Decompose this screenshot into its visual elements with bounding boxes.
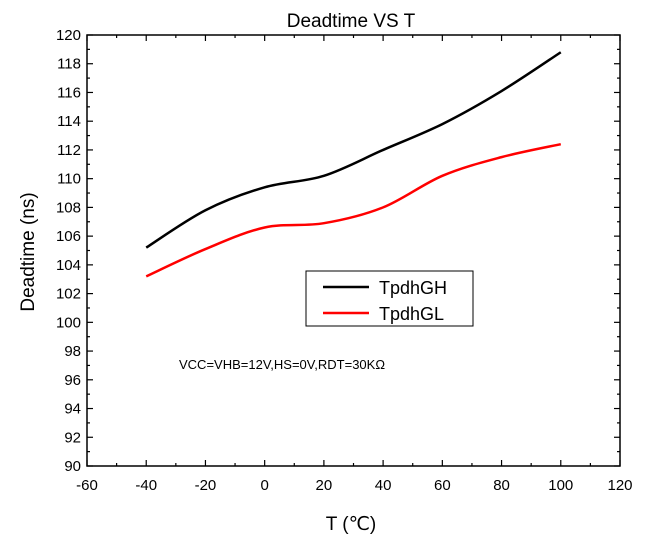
x-tick-label: 0 — [260, 477, 268, 494]
y-tick-label: 110 — [57, 171, 81, 188]
plot-series — [145, 51, 562, 278]
y-tick-label: 120 — [56, 27, 81, 44]
y-axis-label: Deadtime (ns) — [18, 192, 39, 311]
y-tick-label: 112 — [57, 142, 81, 159]
x-tick-label: 20 — [316, 477, 333, 494]
y-tick-label: 102 — [56, 286, 81, 303]
y-tick-label: 114 — [57, 113, 81, 130]
plot-frame — [86, 34, 621, 467]
legend-box — [305, 270, 474, 327]
x-tick-label: -20 — [195, 477, 217, 494]
series-line-tpdhgh — [145, 51, 562, 249]
x-tick-label: 100 — [548, 477, 573, 494]
y-tick-label: 100 — [56, 314, 81, 331]
y-tick-label: 118 — [57, 56, 81, 73]
legend: TpdhGH TpdhGL — [305, 270, 474, 327]
y-tick-label: 108 — [56, 199, 81, 216]
y-tick-label: 90 — [64, 458, 81, 475]
y-tick-label: 98 — [64, 343, 81, 360]
x-axis-label: T (℃) — [326, 514, 377, 535]
conditions-annotation: VCC=VHB=12V,HS=0V,RDT=30KΩ — [179, 357, 385, 372]
y-tick-label: 106 — [56, 228, 81, 245]
x-tick-label: -40 — [135, 477, 157, 494]
x-tick-label: 120 — [607, 477, 632, 494]
legend-label-tpdhgl: TpdhGL — [379, 304, 444, 324]
chart-title: Deadtime VS T — [287, 11, 416, 32]
x-tick-label: 40 — [375, 477, 392, 494]
x-tick-label: 60 — [434, 477, 451, 494]
y-tick-label: 96 — [64, 372, 81, 389]
y-tick-label: 92 — [64, 429, 81, 446]
y-tick-label: 116 — [57, 84, 81, 101]
axis-ticks: -60 -40 -20 0 20 40 60 80 100 120 90 92 94 96 98 100 102… — [56, 27, 633, 494]
x-tick-label: 80 — [493, 477, 510, 494]
y-tick-label: 104 — [56, 257, 81, 274]
series-line-tpdhgl — [145, 142, 562, 278]
legend-label-tpdhgh: TpdhGH — [379, 278, 447, 298]
x-tick-label: -60 — [76, 477, 98, 494]
y-tick-label: 94 — [64, 401, 81, 418]
